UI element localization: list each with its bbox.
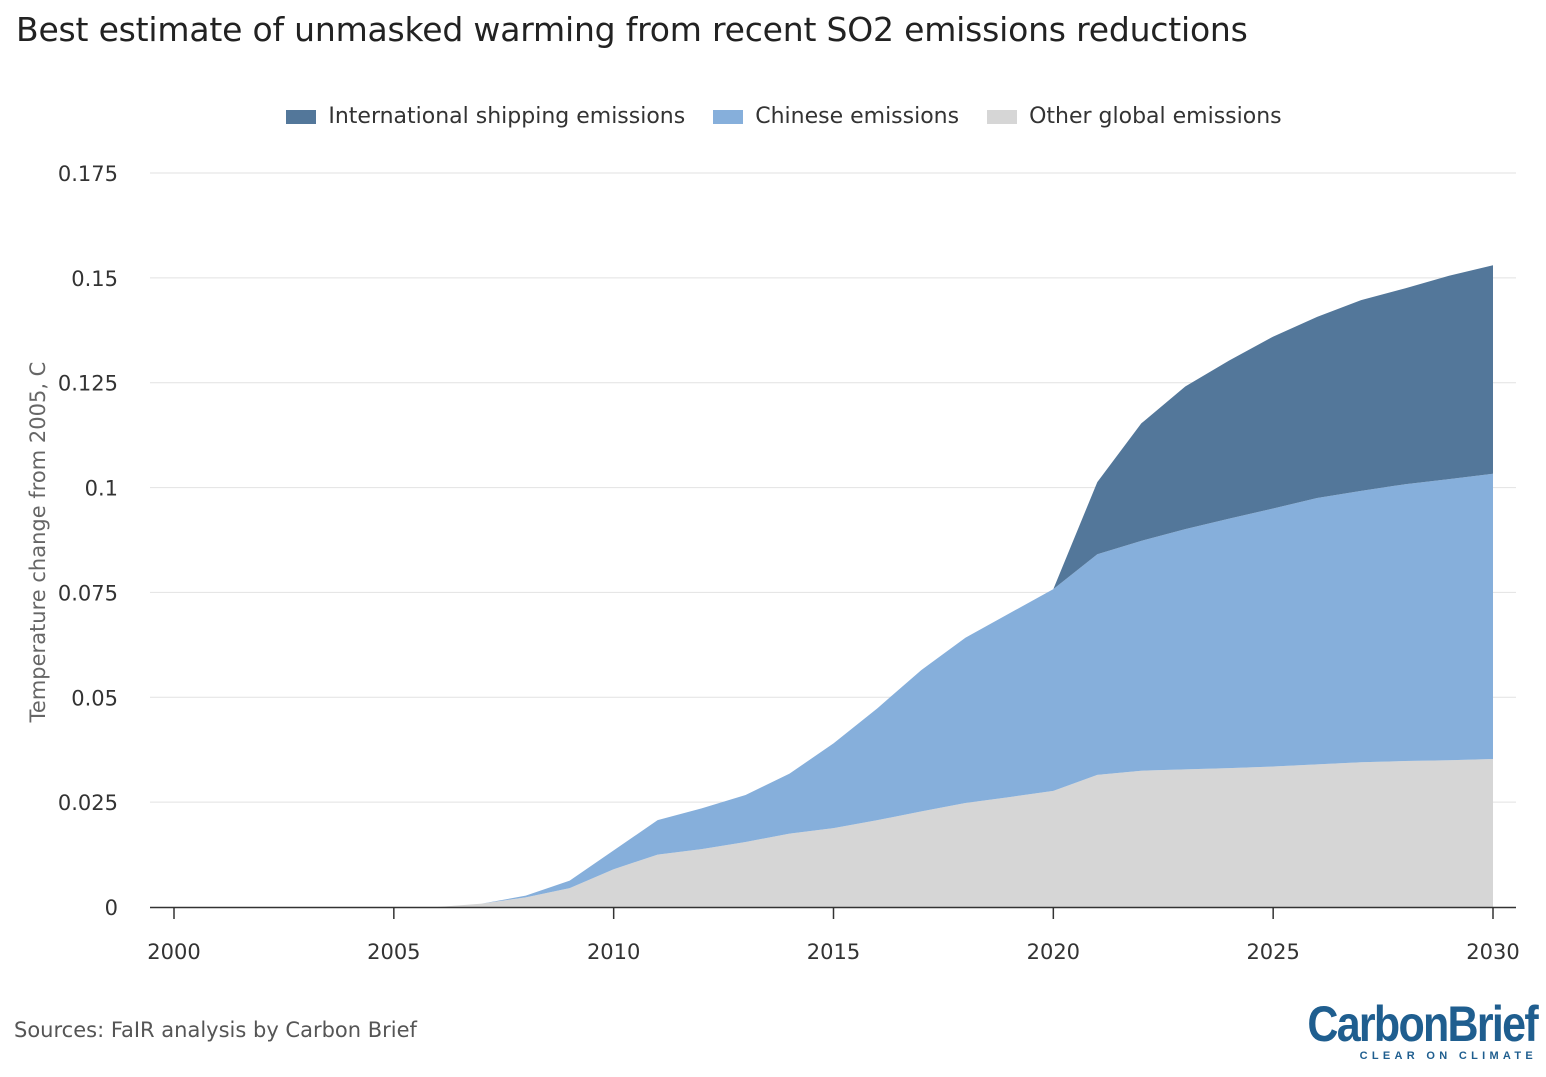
y-tick-label: 0.075 — [58, 581, 118, 605]
y-tick-label: 0.125 — [58, 372, 118, 396]
x-tick-label: 2010 — [587, 940, 640, 964]
legend-item-shipping[interactable]: International shipping emissions — [286, 104, 685, 129]
legend-label-chinese: Chinese emissions — [755, 104, 960, 129]
x-tick-label: 2020 — [1027, 940, 1080, 964]
y-tick-label: 0.175 — [58, 162, 118, 186]
carbon-brief-logo[interactable]: CarbonBrief CLEAR ON CLIMATE — [1270, 996, 1538, 1062]
chart-title: Best estimate of unmasked warming from r… — [16, 10, 1248, 49]
brand-name: CarbonBrief — [1307, 996, 1538, 1052]
legend-label-other: Other global emissions — [1029, 104, 1282, 129]
area-other-global-emissions — [393, 758, 1494, 907]
chart-legend: International shipping emissions Chinese… — [0, 104, 1546, 129]
legend-item-chinese[interactable]: Chinese emissions — [713, 104, 959, 129]
x-tick-label: 2000 — [147, 940, 200, 964]
y-tick-label: 0.1 — [85, 477, 118, 501]
legend-swatch-chinese — [713, 109, 744, 124]
y-axis-label: Temperature change from 2005, C — [26, 362, 50, 724]
x-tick-label: 2005 — [367, 940, 420, 964]
area-international-shipping-emissions — [393, 265, 1494, 907]
y-tick-label: 0.05 — [71, 686, 118, 710]
y-tick-label: 0 — [105, 896, 118, 920]
y-tick-label: 0.025 — [58, 791, 118, 815]
legend-swatch-shipping — [286, 109, 317, 124]
y-tick-label: 0.15 — [71, 267, 118, 291]
x-tick-label: 2025 — [1246, 940, 1299, 964]
x-tick-label: 2015 — [807, 940, 860, 964]
brand-tagline: CLEAR ON CLIMATE — [1359, 1050, 1537, 1062]
legend-swatch-other — [987, 109, 1018, 124]
legend-item-other[interactable]: Other global emissions — [987, 104, 1282, 129]
legend-label-shipping: International shipping emissions — [328, 104, 686, 129]
source-note: Sources: FaIR analysis by Carbon Brief — [14, 1018, 417, 1042]
x-tick-label: 2030 — [1466, 940, 1519, 964]
area-chinese-emissions — [393, 473, 1494, 907]
